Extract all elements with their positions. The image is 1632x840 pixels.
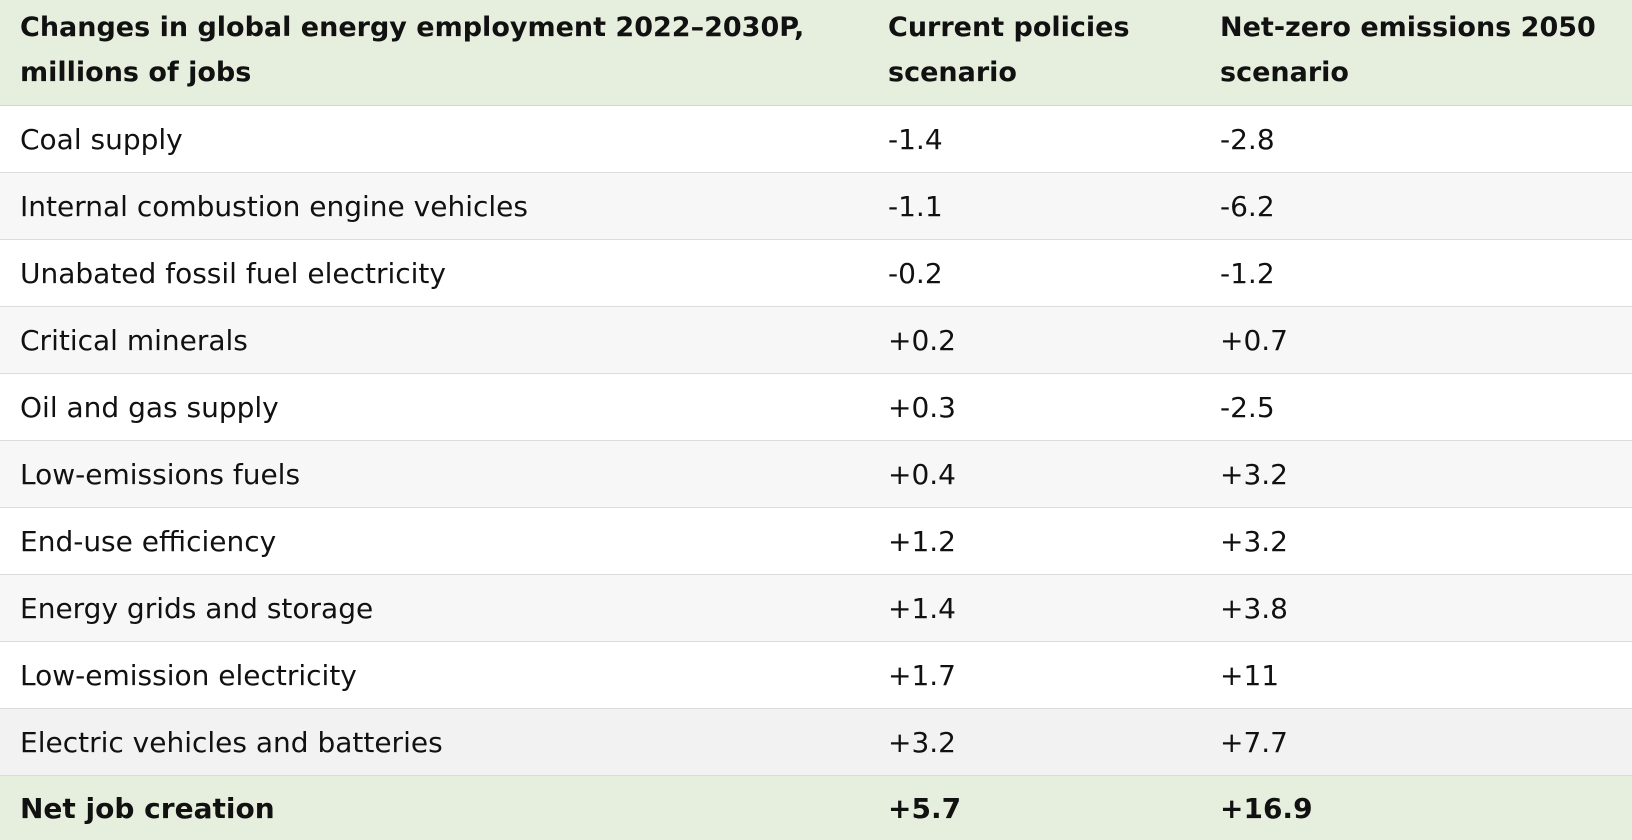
table-row: Unabated fossil fuel electricity -0.2 -1…: [0, 240, 1632, 307]
row-label: Unabated fossil fuel electricity: [20, 256, 446, 290]
row-current-value: +0.2: [888, 323, 956, 357]
row-netzero-value: +3.8: [1220, 591, 1288, 625]
table-row: Internal combustion engine vehicles -1.1…: [0, 173, 1632, 240]
row-netzero-value: -2.5: [1220, 390, 1275, 424]
table-row: End-use efficiency +1.2 +3.2: [0, 508, 1632, 575]
header-category: Changes in global energy employment 2022…: [20, 12, 805, 88]
row-label: Internal combustion engine vehicles: [20, 189, 528, 223]
row-label: End-use efficiency: [20, 524, 277, 558]
table-header: Changes in global energy employment 2022…: [0, 0, 1632, 106]
table-row: Critical minerals +0.2 +0.7: [0, 307, 1632, 374]
row-current-value: -1.4: [888, 122, 943, 156]
row-label: Energy grids and storage: [20, 591, 374, 625]
row-label: Oil and gas supply: [20, 390, 279, 424]
row-netzero-value: +11: [1220, 658, 1280, 692]
row-netzero-value: +3.2: [1220, 457, 1288, 491]
row-label: Low-emissions fuels: [20, 457, 301, 491]
table-row: Low-emissions fuels +0.4 +3.2: [0, 441, 1632, 508]
row-netzero-value: +7.7: [1220, 725, 1288, 759]
row-current-value: +1.4: [888, 591, 956, 625]
table-row: Coal supply -1.4 -2.8: [0, 106, 1632, 173]
row-netzero-value: -2.8: [1220, 122, 1275, 156]
row-label: Electric vehicles and batteries: [20, 725, 443, 759]
row-current-value: +1.2: [888, 524, 956, 558]
table-row: Oil and gas supply +0.3 -2.5: [0, 374, 1632, 441]
table-row: Low-emission electricity +1.7 +11: [0, 642, 1632, 709]
header-net-zero: Net-zero emissions 2050 scenario: [1220, 12, 1596, 88]
row-netzero-value: -1.2: [1220, 256, 1275, 290]
total-label: Net job creation: [20, 791, 275, 825]
row-label: Coal supply: [20, 122, 183, 156]
row-netzero-value: +0.7: [1220, 323, 1288, 357]
row-current-value: +1.7: [888, 658, 956, 692]
total-netzero-value: +16.9: [1220, 791, 1313, 825]
header-current-policies: Current policies scenario: [888, 12, 1130, 88]
row-netzero-value: +3.2: [1220, 524, 1288, 558]
total-current-value: +5.7: [888, 791, 962, 825]
row-netzero-value: -6.2: [1220, 189, 1275, 223]
table-total-row: Net job creation +5.7 +16.9: [0, 776, 1632, 840]
row-label: Low-emission electricity: [20, 658, 357, 692]
row-current-value: -0.2: [888, 256, 943, 290]
table-row: Energy grids and storage +1.4 +3.8: [0, 575, 1632, 642]
row-current-value: +3.2: [888, 725, 956, 759]
table-row: Electric vehicles and batteries +3.2 +7.…: [0, 709, 1632, 776]
row-label: Critical minerals: [20, 323, 248, 357]
row-current-value: -1.1: [888, 189, 943, 223]
row-current-value: +0.4: [888, 457, 956, 491]
row-current-value: +0.3: [888, 390, 956, 424]
